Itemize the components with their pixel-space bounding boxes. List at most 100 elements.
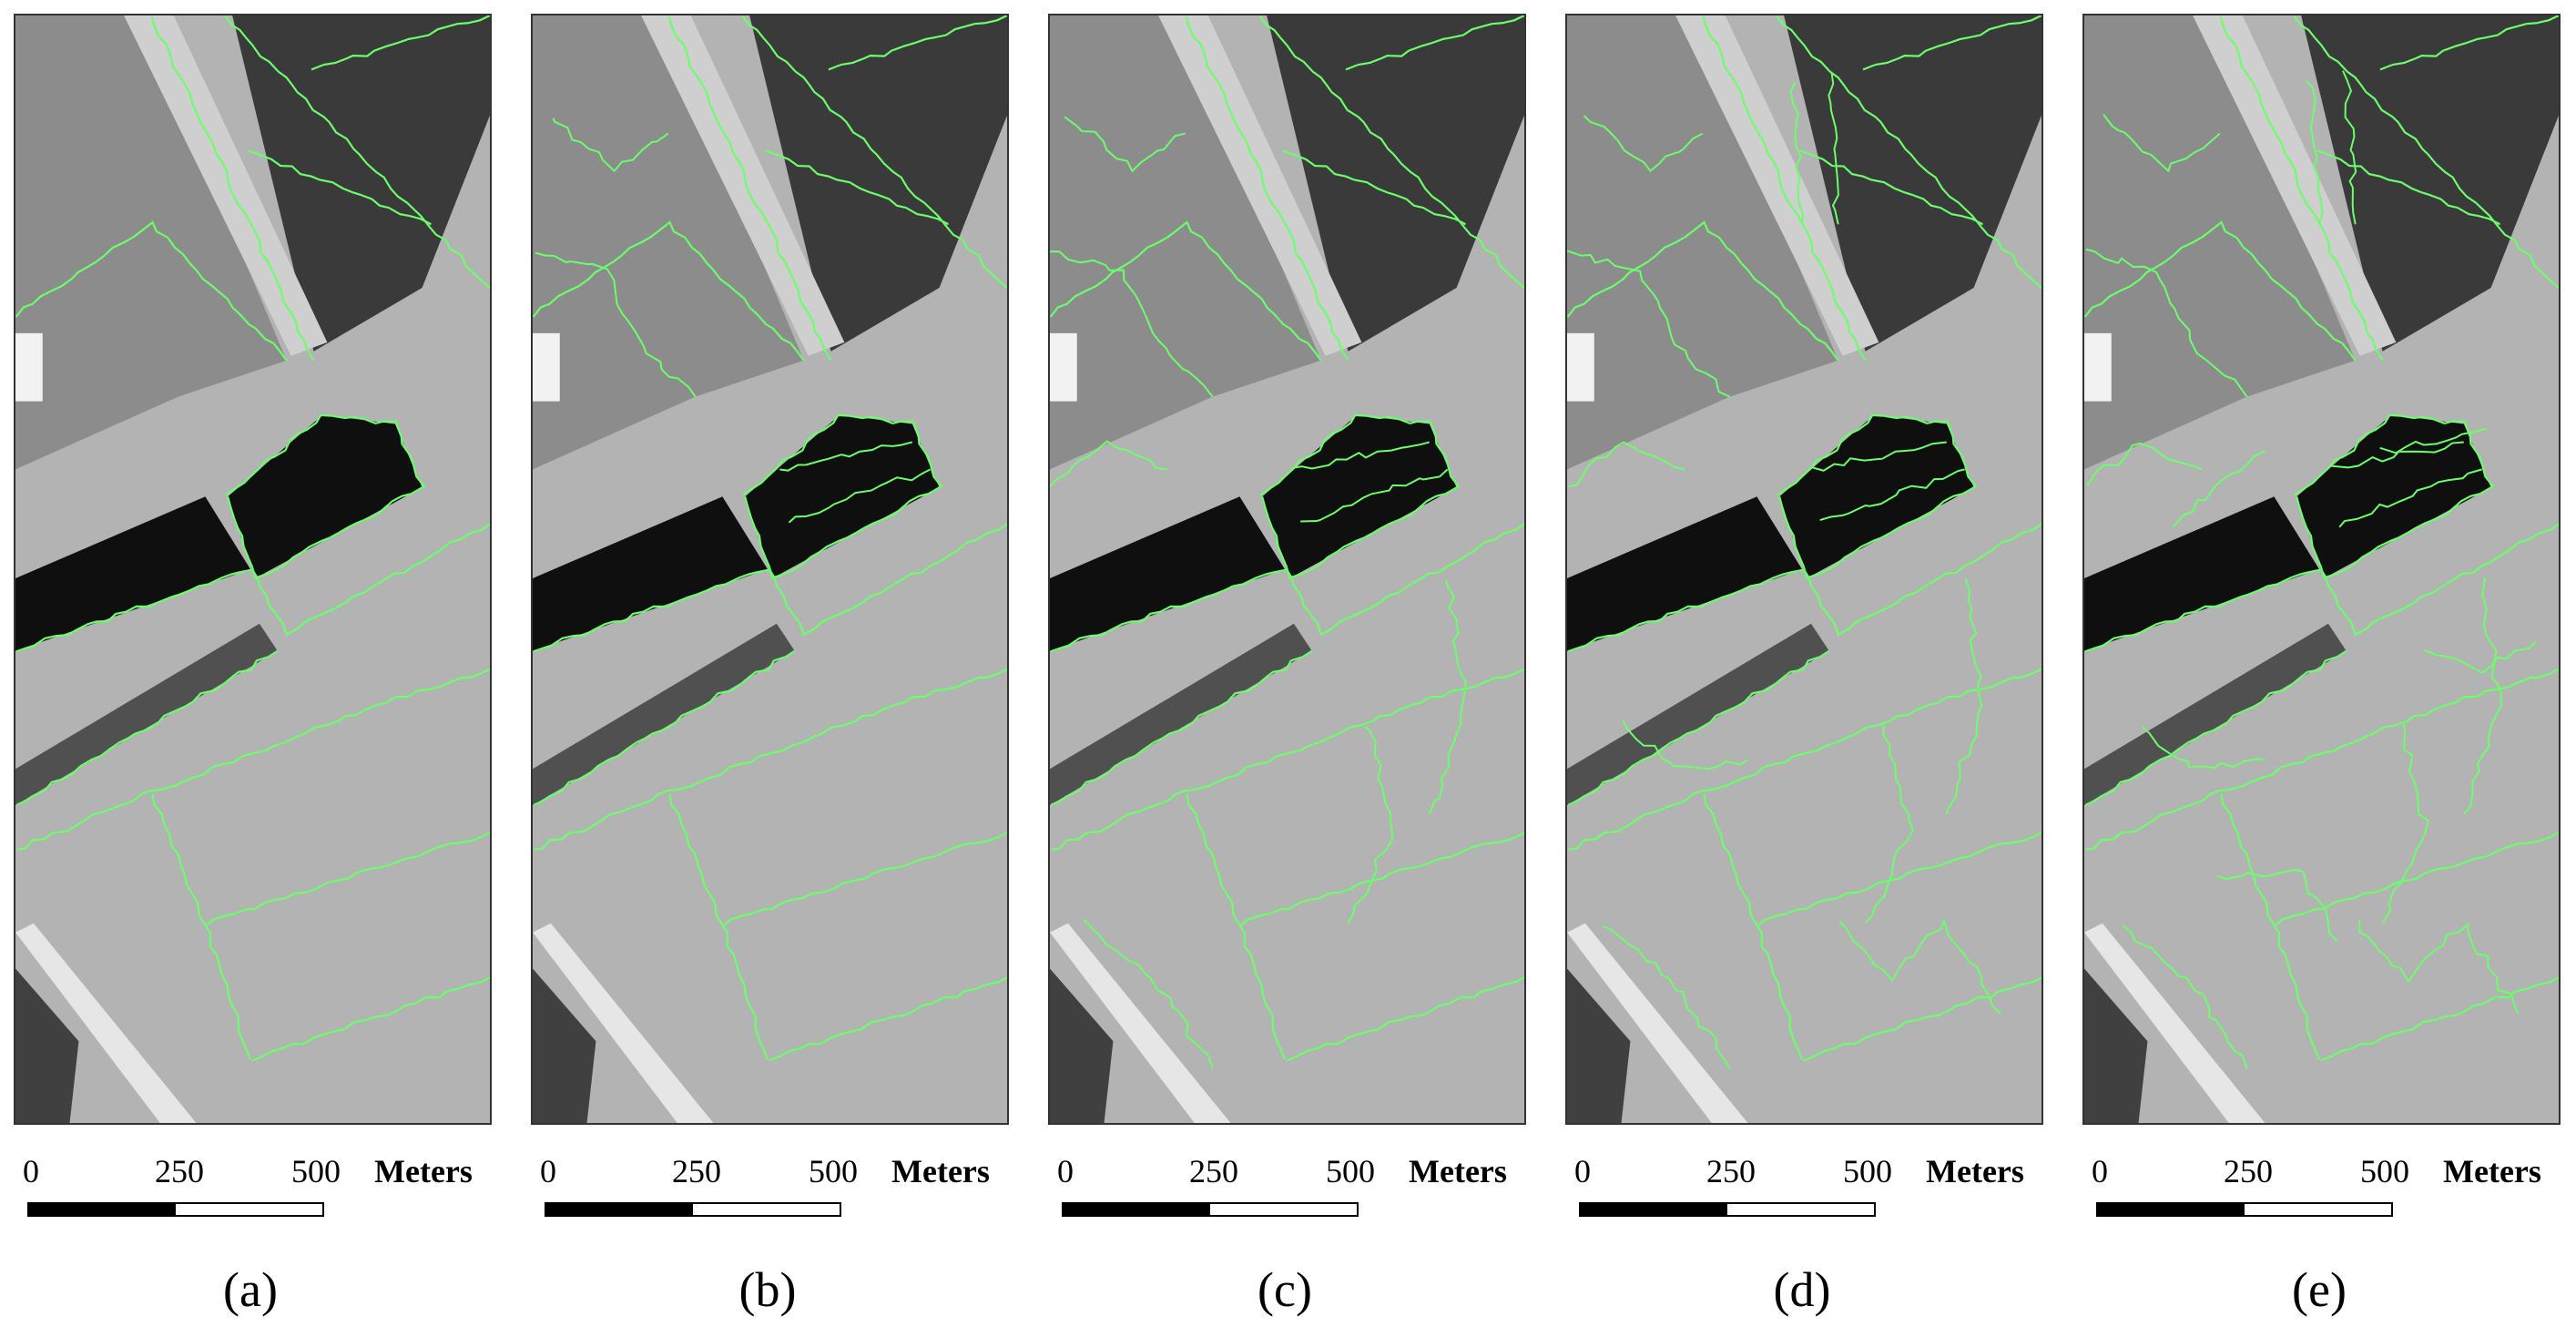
- segment-boundary: [552, 117, 669, 173]
- segment-boundary: [1757, 832, 2041, 926]
- segment-boundary: [1568, 668, 2041, 851]
- panel-a: 0 250 500 Meters (a): [9, 0, 519, 1337]
- black-band-field: [533, 496, 769, 651]
- segment-boundary: [535, 251, 697, 398]
- black-band-field: [1567, 496, 1803, 651]
- scale-unit: Meters: [374, 1153, 473, 1189]
- segment-boundary: [1050, 649, 1313, 806]
- road-strip-lower: [533, 923, 714, 1123]
- scale-tick-250: 250: [1706, 1153, 1756, 1189]
- segment-boundary: [533, 220, 805, 362]
- segmentation-map-d[interactable]: [1565, 14, 2043, 1125]
- segment-boundary: [16, 668, 490, 851]
- segment-boundary: [1050, 440, 1168, 488]
- panel-d: 0 250 500 Meters (d): [1561, 0, 2071, 1337]
- scale-labels-a: 0 250 500 Meters: [14, 1152, 505, 1189]
- segment-boundary: [2294, 413, 2495, 579]
- segment-boundary: [1290, 441, 1431, 470]
- segmentation-map-b[interactable]: [531, 14, 1009, 1125]
- segment-boundary: [1567, 250, 1731, 398]
- scale-bar-a: [27, 1202, 324, 1217]
- scale-unit: Meters: [2443, 1153, 2541, 1189]
- segment-boundary: [2275, 832, 2559, 926]
- segment-boundary: [2320, 976, 2559, 1062]
- dark-stripe-field: [2084, 623, 2347, 806]
- scale-unit: Meters: [1409, 1153, 1507, 1189]
- segment-boundary: [1345, 15, 1524, 71]
- segment-boundary: [1186, 793, 1287, 1060]
- segment-boundary: [2293, 15, 2559, 289]
- scale-labels-d: 0 250 500 Meters: [1565, 1152, 2057, 1189]
- segment-boundary: [1568, 441, 1685, 488]
- upper-right-dark-field: [1267, 15, 1524, 352]
- scale-labels-e: 0 250 500 Meters: [2082, 1152, 2574, 1189]
- segment-boundary: [2172, 450, 2265, 528]
- scale-tick-0: 0: [2092, 1153, 2108, 1189]
- scale-labels-b: 0 250 500 Meters: [531, 1152, 1023, 1189]
- scale-bar-e: [2096, 1202, 2393, 1217]
- panel-label-a: (a): [223, 1262, 278, 1317]
- upper-left-field: [2084, 15, 2356, 470]
- segment-boundary: [1622, 720, 1749, 771]
- scale-bar-b: [545, 1202, 841, 1217]
- segment-boundary: [1603, 925, 1731, 1069]
- scale-bar-black-segment: [546, 1204, 693, 1215]
- scale-bar-c: [1062, 1202, 1359, 1217]
- segment-boundary: [2357, 919, 2520, 1015]
- segment-boundary: [1583, 115, 1704, 173]
- map-image-d: [1567, 15, 2041, 1123]
- segment-boundary: [1240, 832, 1524, 926]
- segment-boundary: [2381, 723, 2429, 924]
- scale-tick-500: 500: [1843, 1153, 1892, 1189]
- segment-boundary: [1838, 918, 2002, 1016]
- segment-boundary: [15, 220, 288, 362]
- segment-boundary: [1300, 468, 1449, 523]
- segment-boundary: [534, 668, 1007, 851]
- segment-boundary: [533, 523, 1007, 653]
- road-strip: [1675, 15, 1879, 356]
- scale-unit: Meters: [891, 1153, 990, 1189]
- segment-boundary: [533, 649, 796, 806]
- segment-boundary: [2084, 523, 2559, 653]
- segment-boundary: [668, 793, 769, 1060]
- segment-boundary: [1050, 523, 1524, 653]
- dark-stripe-field: [1050, 623, 1312, 806]
- segment-boundary: [1050, 250, 1214, 398]
- segment-boundary: [2379, 427, 2487, 454]
- segment-boundary: [2338, 468, 2482, 528]
- segment-boundary: [1789, 81, 1804, 225]
- segmentation-map-c[interactable]: [1048, 14, 1526, 1125]
- upper-right-dark-field: [1784, 15, 2041, 352]
- scale-unit: Meters: [1926, 1153, 2024, 1189]
- segment-boundary: [1428, 579, 1467, 815]
- segment-boundary: [723, 832, 1007, 926]
- black-band-field: [1050, 496, 1286, 651]
- segment-boundary: [2219, 15, 2384, 362]
- scale-tick-0: 0: [23, 1153, 39, 1189]
- panel-label-b: (b): [738, 1262, 797, 1317]
- segment-boundary: [2342, 70, 2357, 225]
- upper-left-field: [15, 15, 287, 470]
- segment-boundary: [1259, 413, 1461, 579]
- segmentation-map-e[interactable]: [2082, 14, 2561, 1125]
- segmentation-map-a[interactable]: [14, 14, 492, 1125]
- scale-tick-250: 250: [1189, 1153, 1238, 1189]
- segment-boundary: [1258, 15, 1524, 289]
- segment-boundary: [206, 832, 490, 926]
- black-band-field: [2084, 496, 2320, 651]
- road-strip: [1158, 15, 1362, 356]
- bright-patch: [15, 332, 43, 402]
- segment-boundary: [1703, 793, 1804, 1060]
- scale-bar-d: [1579, 1202, 1876, 1217]
- segment-boundary: [251, 976, 490, 1062]
- upper-right-dark-field: [749, 15, 1007, 352]
- road-strip: [124, 15, 328, 356]
- segment-boundary: [769, 976, 1007, 1062]
- segment-boundary: [15, 649, 279, 806]
- segment-boundary: [1777, 413, 1978, 579]
- segment-boundary: [1862, 15, 2041, 71]
- segment-boundary: [779, 441, 913, 472]
- panel-label-d: (d): [1773, 1262, 1831, 1317]
- scale-tick-500: 500: [809, 1153, 858, 1189]
- segment-boundary: [1776, 15, 2041, 289]
